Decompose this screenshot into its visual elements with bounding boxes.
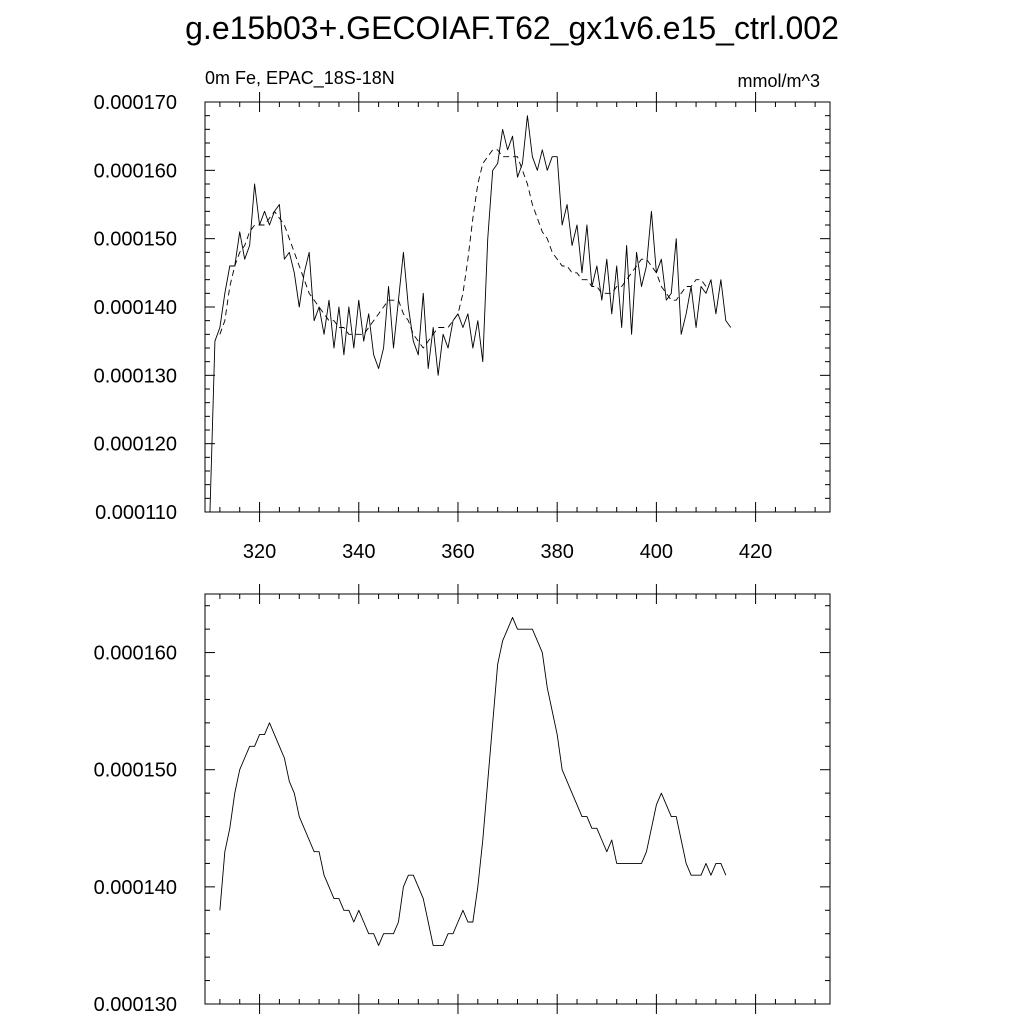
y-tick-label: 0.000140 xyxy=(94,297,177,319)
y-tick-label: 0.000160 xyxy=(94,643,177,665)
y-tick-label: 0.000160 xyxy=(94,160,177,182)
series-line-solid xyxy=(209,115,732,513)
y-tick-label: 0.000140 xyxy=(94,877,177,899)
series-line-solid xyxy=(219,616,727,946)
chart-title: g.e15b03+.GECOIAF.T62_gx1v6.e15_ctrl.002 xyxy=(185,10,839,46)
y-tick-label: 0.000130 xyxy=(94,365,177,387)
panel-left-label: 0m Fe, EPAC_18S-18N xyxy=(205,68,395,89)
x-tick-label: 400 xyxy=(640,541,673,563)
y-tick-label: 0.000130 xyxy=(94,994,177,1016)
chart-panel-1: 320 340 360 380 400 420 0.000110 0.000120 0.0001… xyxy=(94,68,831,563)
y-tick-label: 0.000110 xyxy=(95,502,177,524)
y-tick-label: 0.000120 xyxy=(94,434,177,456)
x-tick-label: 380 xyxy=(540,541,573,563)
y-tick-label: 0.000170 xyxy=(94,92,177,114)
series-line-dashed xyxy=(219,149,707,349)
y-tick-label: 0.000150 xyxy=(94,229,177,251)
x-tick-label: 360 xyxy=(441,541,474,563)
x-tick-label: 320 xyxy=(243,541,276,563)
x-tick-label: 340 xyxy=(342,541,375,563)
plot-frame xyxy=(204,593,831,1005)
panel-right-label: mmol/m^3 xyxy=(738,71,820,91)
y-tick-label: 0.000150 xyxy=(94,760,177,782)
x-tick-label: 420 xyxy=(739,541,772,563)
chart-panel-2: 0.000130 0.000140 0.000150 0.000160 xyxy=(94,584,831,1016)
plot-frame xyxy=(204,101,831,513)
